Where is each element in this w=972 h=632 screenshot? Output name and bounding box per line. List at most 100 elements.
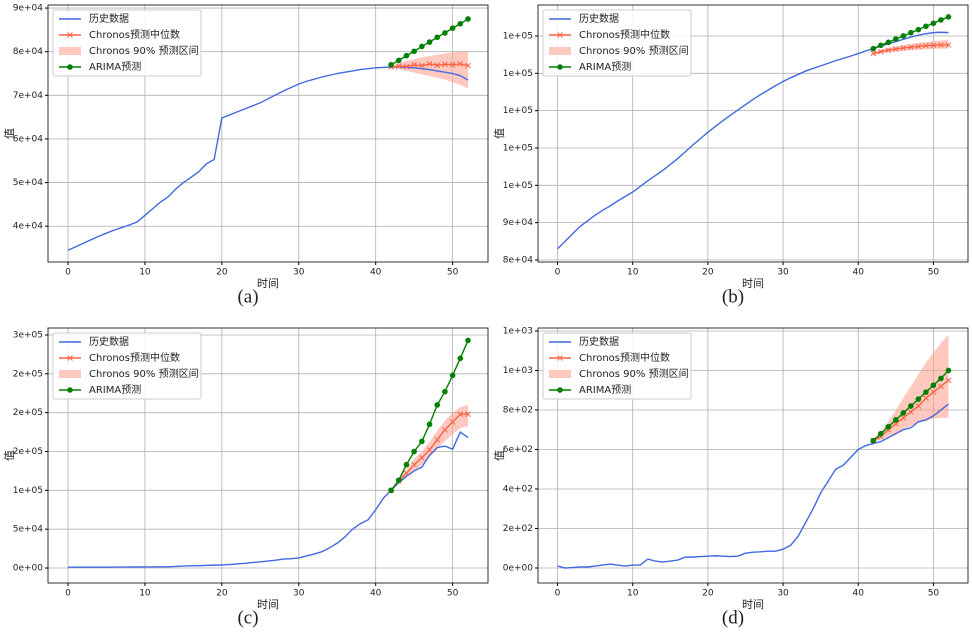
point bbox=[403, 461, 410, 468]
subplot: 8e+04 9e+04 1e+05 1e+05 1e+05 1e+05 1e+05 0 10 20… bbox=[493, 4, 969, 307]
point bbox=[434, 34, 441, 41]
point bbox=[418, 454, 425, 461]
plot-frame bbox=[537, 327, 969, 584]
point bbox=[434, 402, 441, 408]
point bbox=[908, 44, 914, 51]
point bbox=[434, 436, 441, 443]
legend-label: Chronos 90% 预测区间 bbox=[579, 44, 689, 57]
legend-box bbox=[52, 332, 202, 400]
x-tick-label: 10 bbox=[627, 589, 639, 599]
x-tick-label: 20 bbox=[702, 589, 714, 599]
point bbox=[900, 410, 907, 416]
point bbox=[938, 375, 944, 382]
y-tick-label: 6e+04 bbox=[13, 134, 44, 144]
point bbox=[419, 43, 425, 50]
series-line bbox=[557, 403, 949, 569]
legend-marker bbox=[557, 32, 563, 38]
x-axis-label: 时间 bbox=[742, 598, 764, 611]
point bbox=[411, 461, 418, 468]
legend-label: Chronos 90% 预测区间 bbox=[89, 44, 199, 57]
legend-box bbox=[52, 9, 202, 77]
subplot: 4e+04 5e+04 6e+04 7e+04 8e+04 9e+04 0 10 20 30 40 5… bbox=[3, 4, 489, 307]
point bbox=[449, 372, 456, 379]
legend-label: 历史数据 bbox=[89, 12, 129, 25]
point bbox=[395, 477, 402, 484]
y-tick-label: 2e+02 bbox=[503, 524, 533, 534]
y-axis-label: 值 bbox=[3, 450, 16, 461]
point bbox=[395, 57, 402, 64]
y-tick-label: 0e+00 bbox=[13, 564, 44, 574]
legend-label: 历史数据 bbox=[579, 335, 619, 348]
x-tick-label: 0 bbox=[65, 589, 71, 599]
point bbox=[908, 403, 914, 409]
y-tick-label: 5e+04 bbox=[13, 525, 44, 535]
point bbox=[930, 42, 937, 49]
point bbox=[465, 16, 471, 22]
y-tick-label: 1e+05 bbox=[503, 106, 533, 116]
legend-box bbox=[542, 9, 692, 77]
y-tick-label: 8e+04 bbox=[13, 47, 44, 57]
point bbox=[457, 355, 464, 362]
point bbox=[870, 437, 877, 444]
point bbox=[938, 383, 944, 390]
y-tick-label: 2e+05 bbox=[13, 369, 43, 379]
point bbox=[915, 396, 922, 402]
y-tick-label: 2e+05 bbox=[13, 408, 43, 418]
legend-marker bbox=[557, 355, 563, 361]
y-tick-label: 1e+05 bbox=[503, 143, 533, 153]
point bbox=[877, 42, 884, 49]
point bbox=[870, 50, 877, 57]
y-tick-label: 1e+03 bbox=[503, 366, 533, 376]
point bbox=[465, 411, 471, 418]
subplot: 0e+00 2e+02 4e+02 6e+02 8e+02 1e+03 1e+03 0 10 20… bbox=[493, 326, 969, 628]
point bbox=[945, 14, 952, 20]
x-axis-label: 时间 bbox=[257, 277, 279, 290]
point bbox=[877, 48, 884, 55]
point bbox=[930, 20, 937, 27]
legend-label: 历史数据 bbox=[579, 12, 619, 25]
point bbox=[885, 423, 892, 430]
y-tick-label: 2e+05 bbox=[13, 447, 43, 457]
y-tick-label: 0e+00 bbox=[503, 563, 534, 573]
panel-caption: (b) bbox=[722, 286, 744, 307]
legend-swatch bbox=[549, 47, 571, 55]
point bbox=[870, 45, 877, 52]
point bbox=[388, 487, 394, 494]
subplot: 0e+00 5e+04 1e+05 2e+05 2e+05 2e+05 3e+05 0 10 20… bbox=[3, 327, 489, 628]
point bbox=[403, 63, 410, 70]
series-line bbox=[67, 66, 469, 251]
x-tick-label: 10 bbox=[627, 268, 639, 278]
legend-swatch bbox=[59, 370, 81, 378]
legend-label: ARIMA预测 bbox=[579, 383, 631, 396]
point bbox=[426, 61, 433, 67]
y-tick-label: 9e+04 bbox=[503, 218, 534, 228]
point bbox=[465, 337, 471, 344]
point bbox=[457, 20, 464, 27]
point bbox=[945, 42, 952, 48]
point bbox=[457, 61, 464, 67]
point bbox=[900, 33, 907, 39]
point bbox=[403, 470, 410, 477]
legend-box bbox=[542, 332, 692, 400]
point bbox=[945, 367, 952, 374]
y-tick-label: 1e+03 bbox=[503, 326, 533, 336]
x-axis-label: 时间 bbox=[257, 598, 279, 611]
x-tick-label: 50 bbox=[447, 589, 459, 599]
point bbox=[442, 30, 448, 36]
legend-marker bbox=[557, 387, 563, 393]
y-axis-label: 值 bbox=[3, 128, 16, 139]
y-axis-label: 值 bbox=[493, 128, 506, 139]
x-tick-label: 0 bbox=[65, 268, 71, 278]
point bbox=[877, 430, 884, 437]
point bbox=[885, 39, 892, 46]
point bbox=[923, 389, 929, 395]
point bbox=[923, 23, 929, 30]
legend-label: Chronos预测中位数 bbox=[579, 28, 670, 41]
point bbox=[395, 63, 402, 69]
x-tick-label: 50 bbox=[928, 589, 940, 599]
y-tick-label: 7e+04 bbox=[13, 91, 44, 101]
y-axis-label: 值 bbox=[493, 450, 506, 461]
y-tick-label: 3e+05 bbox=[13, 330, 43, 340]
point bbox=[465, 62, 471, 69]
point bbox=[426, 39, 433, 45]
